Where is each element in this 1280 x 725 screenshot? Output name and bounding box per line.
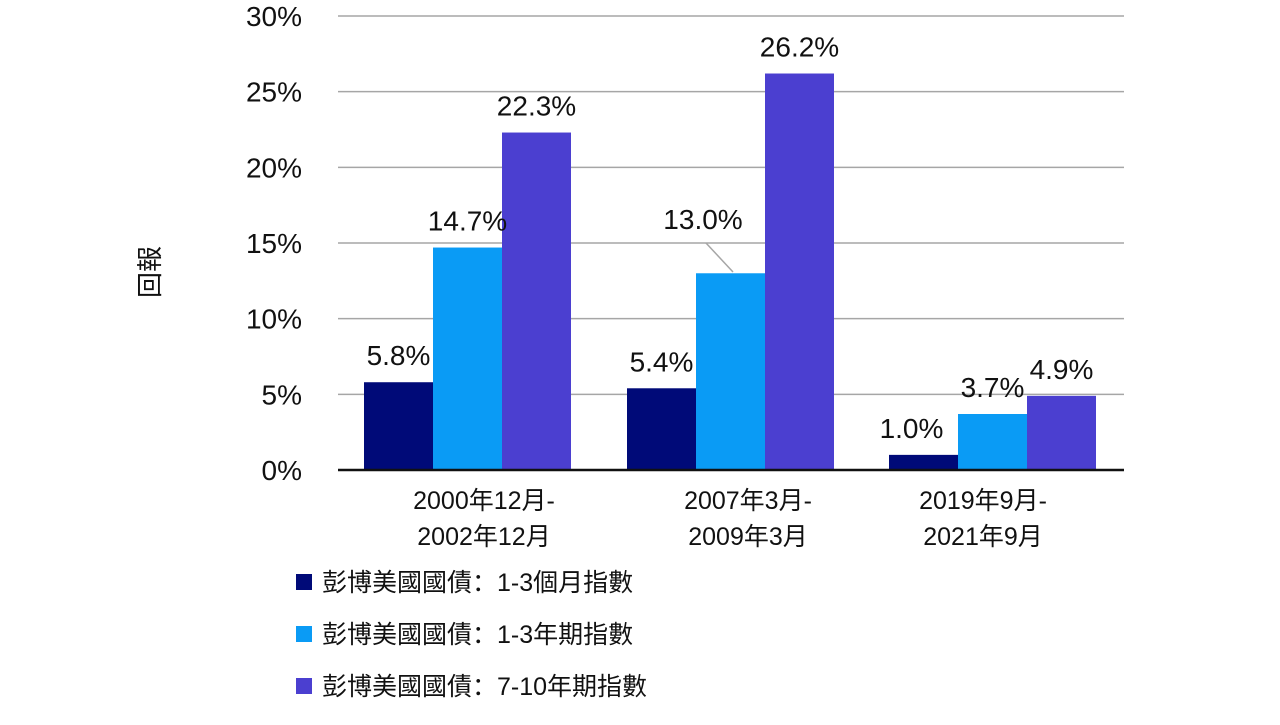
category-label: 2007年3月- [684,487,812,515]
bar [627,388,696,470]
bar [889,454,958,470]
data-label: 5.4% [630,346,694,377]
category-label: 2002年12月 [417,523,550,551]
y-axis-label: 回報 [135,246,165,298]
y-tick-label: 30% [246,1,302,32]
y-tick-label: 20% [246,152,302,183]
y-tick-label: 5% [262,379,302,410]
legend-swatch [296,626,312,642]
y-tick-label: 25% [246,77,302,108]
legend-label: 彭博美國國債：1-3年期指數 [322,621,633,649]
category-labels: 2000年12月- 2002年12月 2007年3月- 2009年3月 2019年9月-… [413,487,1047,551]
data-label: 26.2% [760,32,839,63]
data-label: 14.7% [428,206,507,237]
legend-label: 彭博美國國債：7-10年期指數 [322,673,647,701]
data-label: 13.0% [663,204,742,235]
y-tick-label: 15% [246,228,302,259]
data-label: 1.0% [880,413,944,444]
category-label: 2021年9月 [923,523,1043,551]
data-label: 3.7% [961,372,1025,403]
data-label: 5.8% [367,340,431,371]
y-tick-label: 0% [262,455,302,486]
y-tick-label: 10% [246,304,302,335]
legend-label: 彭博美國國債：1-3個月指數 [322,569,633,597]
bar [696,273,765,470]
bar [433,247,502,470]
data-label: 22.3% [497,91,576,122]
bar [765,73,834,471]
category-label: 2000年12月- [413,487,555,515]
legend-swatch [296,678,312,694]
bar [958,414,1027,470]
bar [1027,395,1096,470]
bar [502,132,571,470]
bar [364,382,433,470]
leader-line [705,242,734,273]
legend: 彭博美國國債：1-3個月指數彭博美國國債：1-3年期指數彭博美國國債：7-10年… [296,569,647,701]
data-labels: 5.8% 5.4% 1.0% 14.7% 13.0% 3.7% 22.3% 26.2% 4.9% [367,32,1094,444]
legend-swatch [296,574,312,590]
y-axis-ticks: 0% 5% 10% 15% 20% 25% 30% [246,1,302,486]
data-label: 4.9% [1030,354,1094,385]
category-label: 2019年9月- [919,487,1047,515]
category-label: 2009年3月 [688,523,808,551]
bars [364,73,1096,471]
